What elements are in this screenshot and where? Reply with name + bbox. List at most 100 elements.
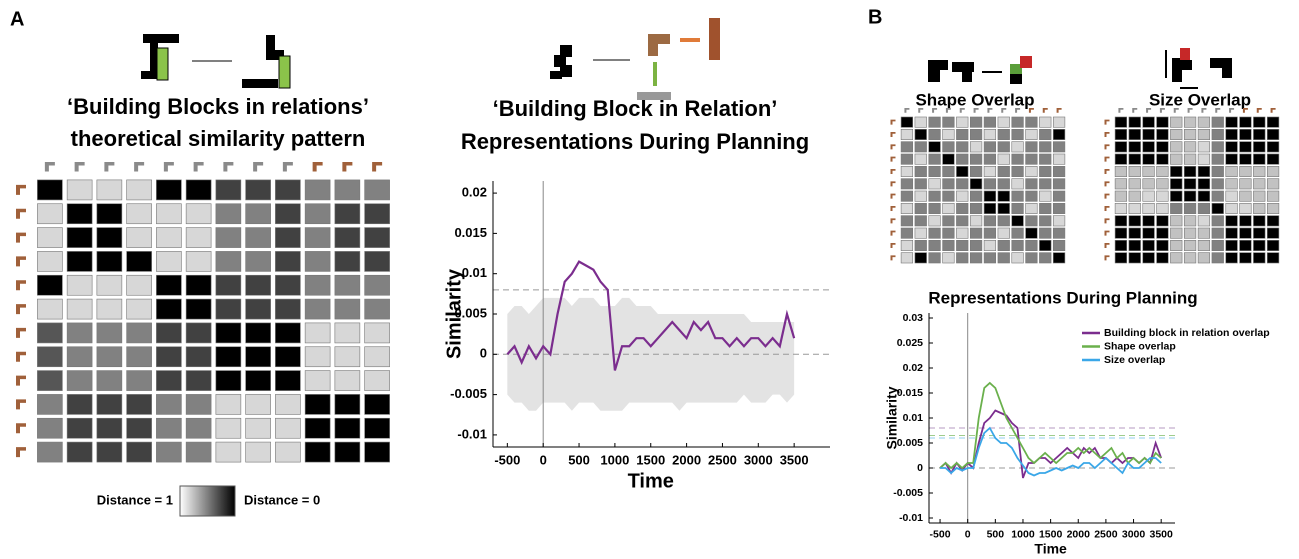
icons [141, 18, 1232, 100]
heatmap-cell [365, 347, 390, 367]
x-tick-label: -500 [494, 452, 520, 467]
heatmap-cell [1129, 166, 1141, 176]
block-icon [946, 108, 951, 113]
heatmap-cell [365, 204, 390, 224]
heatmap-cell [275, 418, 300, 438]
chart-title: Size Overlap [1149, 90, 1251, 109]
heatmap-cell [1143, 191, 1155, 201]
heatmap-cell [1184, 216, 1196, 226]
heatmap-cell [1115, 166, 1127, 176]
heatmap-cell [335, 251, 360, 271]
block-icon [16, 352, 26, 362]
heatmap-cell [1129, 179, 1141, 189]
block-icon [253, 162, 263, 172]
heatmap-cell [1039, 203, 1051, 213]
heatmap-cell [1212, 166, 1224, 176]
heatmap-cell [984, 154, 996, 164]
heatmap-cell [1198, 228, 1210, 238]
heatmap-cell [1012, 191, 1024, 201]
heatmap-cell [1157, 166, 1169, 176]
heatmap-cell [246, 418, 271, 438]
heatmap-cell [901, 166, 913, 176]
heatmap-cell [1053, 142, 1065, 152]
heatmap-cell [246, 204, 271, 224]
panel-label: A [10, 8, 24, 30]
heatmap-cell [1253, 203, 1265, 213]
heatmap-cell [156, 394, 181, 414]
heatmap-cell [127, 275, 152, 295]
heatmap-cell [127, 323, 152, 343]
heatmap-cell [1198, 203, 1210, 213]
heatmap-cell [956, 129, 968, 139]
heatmap-cell [1184, 240, 1196, 250]
heatmap-cell [1012, 166, 1024, 176]
heatmap-cell [1198, 129, 1210, 139]
heatmap-cell [1012, 142, 1024, 152]
heatmap-cell [998, 117, 1010, 127]
heatmap-cell [1115, 240, 1127, 250]
heatmap-cell [1026, 142, 1038, 152]
heatmap-cell [970, 216, 982, 226]
heatmap-cell [1253, 154, 1265, 164]
heatmap-cell [929, 240, 941, 250]
heatmap-cell [275, 299, 300, 319]
heatmap-cell [127, 204, 152, 224]
heatmap-cell [1170, 166, 1182, 176]
heatmap-cell [1253, 129, 1265, 139]
heatmap-cell [1039, 253, 1051, 263]
heatmap-cell [1212, 203, 1224, 213]
heatmap-cell [1267, 216, 1279, 226]
heatmap-cell [956, 166, 968, 176]
heatmap-cell [1240, 179, 1252, 189]
heatmap-cell [970, 203, 982, 213]
heatmap-cell [156, 418, 181, 438]
heatmap-cell [1184, 142, 1196, 152]
heatmap-cell [1026, 179, 1038, 189]
heatmap-cell [1143, 228, 1155, 238]
heatmap-cell [984, 166, 996, 176]
heatmap-cell [67, 275, 92, 295]
y-tick-label: 0.02 [903, 362, 924, 374]
heatmap-cell [970, 179, 982, 189]
heatmap-cell [1240, 129, 1252, 139]
heatmap-cell [1157, 228, 1169, 238]
heatmap-cell [943, 253, 955, 263]
heatmap-cell [1012, 179, 1024, 189]
heatmap-cell [984, 142, 996, 152]
heatmap-cell [1253, 191, 1265, 201]
block-icon [16, 447, 26, 457]
heatmap-cell [1039, 117, 1051, 127]
heatmap-cell [37, 180, 62, 200]
heatmap-cell [305, 418, 330, 438]
heatmap-cell [1267, 253, 1279, 263]
heatmap-cell [156, 442, 181, 462]
heatmap-cell [1157, 142, 1169, 152]
block-icon [891, 157, 896, 162]
heatmap-cell [915, 179, 927, 189]
heatmap-cell [1053, 253, 1065, 263]
y-tick-label: 0.01 [462, 265, 487, 280]
heatmap-cell [1240, 191, 1252, 201]
heatmap-cell [1129, 216, 1141, 226]
block-icon [16, 233, 26, 243]
block-icon [16, 376, 26, 386]
heatmap-cell [97, 347, 122, 367]
heatmap-cell [1143, 253, 1155, 263]
heatmap-cell [1012, 203, 1024, 213]
heatmap-cell [915, 216, 927, 226]
heatmap-cell [1212, 142, 1224, 152]
heatmap-cell [97, 299, 122, 319]
heatmap-cell [1053, 228, 1065, 238]
heatmap-cell [67, 323, 92, 343]
block-icon [1001, 108, 1006, 113]
heatmap-cell [1184, 253, 1196, 263]
heatmap-cell [67, 347, 92, 367]
heatmap-cell [1129, 253, 1141, 263]
heatmap-cell [1026, 240, 1038, 250]
heatmap-cell [956, 253, 968, 263]
heatmap-cell [186, 275, 211, 295]
heatmap-cell [1170, 253, 1182, 263]
heatmap-cell [1115, 253, 1127, 263]
heatmap-cell [186, 442, 211, 462]
heatmap-cell [1157, 179, 1169, 189]
